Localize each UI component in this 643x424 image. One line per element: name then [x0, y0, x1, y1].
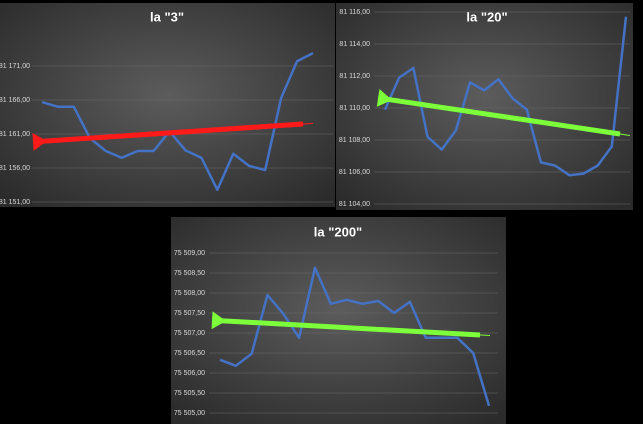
arrow-head — [32, 132, 47, 151]
y-tick-label: 81 161,00 — [0, 131, 30, 138]
y-tick-label: 81 114,00 — [339, 41, 370, 48]
y-tick-label: 81 112,00 — [339, 73, 370, 80]
y-tick-label: 81 110,00 — [339, 105, 370, 112]
y-tick-label: 81 171,00 — [0, 63, 30, 70]
y-tick-label: 75 506,00 — [174, 370, 205, 377]
y-tick-label: 75 505,50 — [174, 390, 205, 397]
y-tick-label: 81 106,00 — [339, 169, 370, 176]
chart-panel — [336, 3, 633, 210]
y-tick-label: 75 505,00 — [174, 410, 205, 417]
y-tick-label: 75 506,50 — [174, 350, 205, 357]
y-tick-label: 81 108,00 — [339, 137, 370, 144]
trend-arrow — [32, 121, 304, 145]
data-line — [219, 266, 491, 407]
y-tick-label: 81 104,00 — [339, 201, 370, 208]
arrow-head — [376, 89, 392, 107]
y-tick-label: 81 166,00 — [0, 97, 30, 104]
y-tick-label: 81 151,00 — [0, 199, 30, 206]
chart-title: la "20" — [466, 9, 507, 24]
data-line — [383, 16, 628, 177]
y-tick-label: 75 508,50 — [174, 270, 205, 277]
y-tick-label: 81 156,00 — [0, 165, 30, 172]
chart-title: la "200" — [314, 224, 362, 239]
y-tick-label: 75 507,50 — [174, 310, 205, 317]
trend-arrow — [211, 317, 481, 338]
y-tick-label: 75 509,00 — [174, 250, 205, 257]
y-tick-label: 75 508,00 — [174, 290, 205, 297]
y-tick-label: 75 507,00 — [174, 330, 205, 337]
chart-title: la "3" — [150, 9, 184, 24]
data-line — [41, 51, 314, 192]
trend-arrow — [377, 95, 621, 137]
y-tick-label: 81 116,00 — [339, 9, 370, 16]
arrow-head — [211, 311, 226, 330]
